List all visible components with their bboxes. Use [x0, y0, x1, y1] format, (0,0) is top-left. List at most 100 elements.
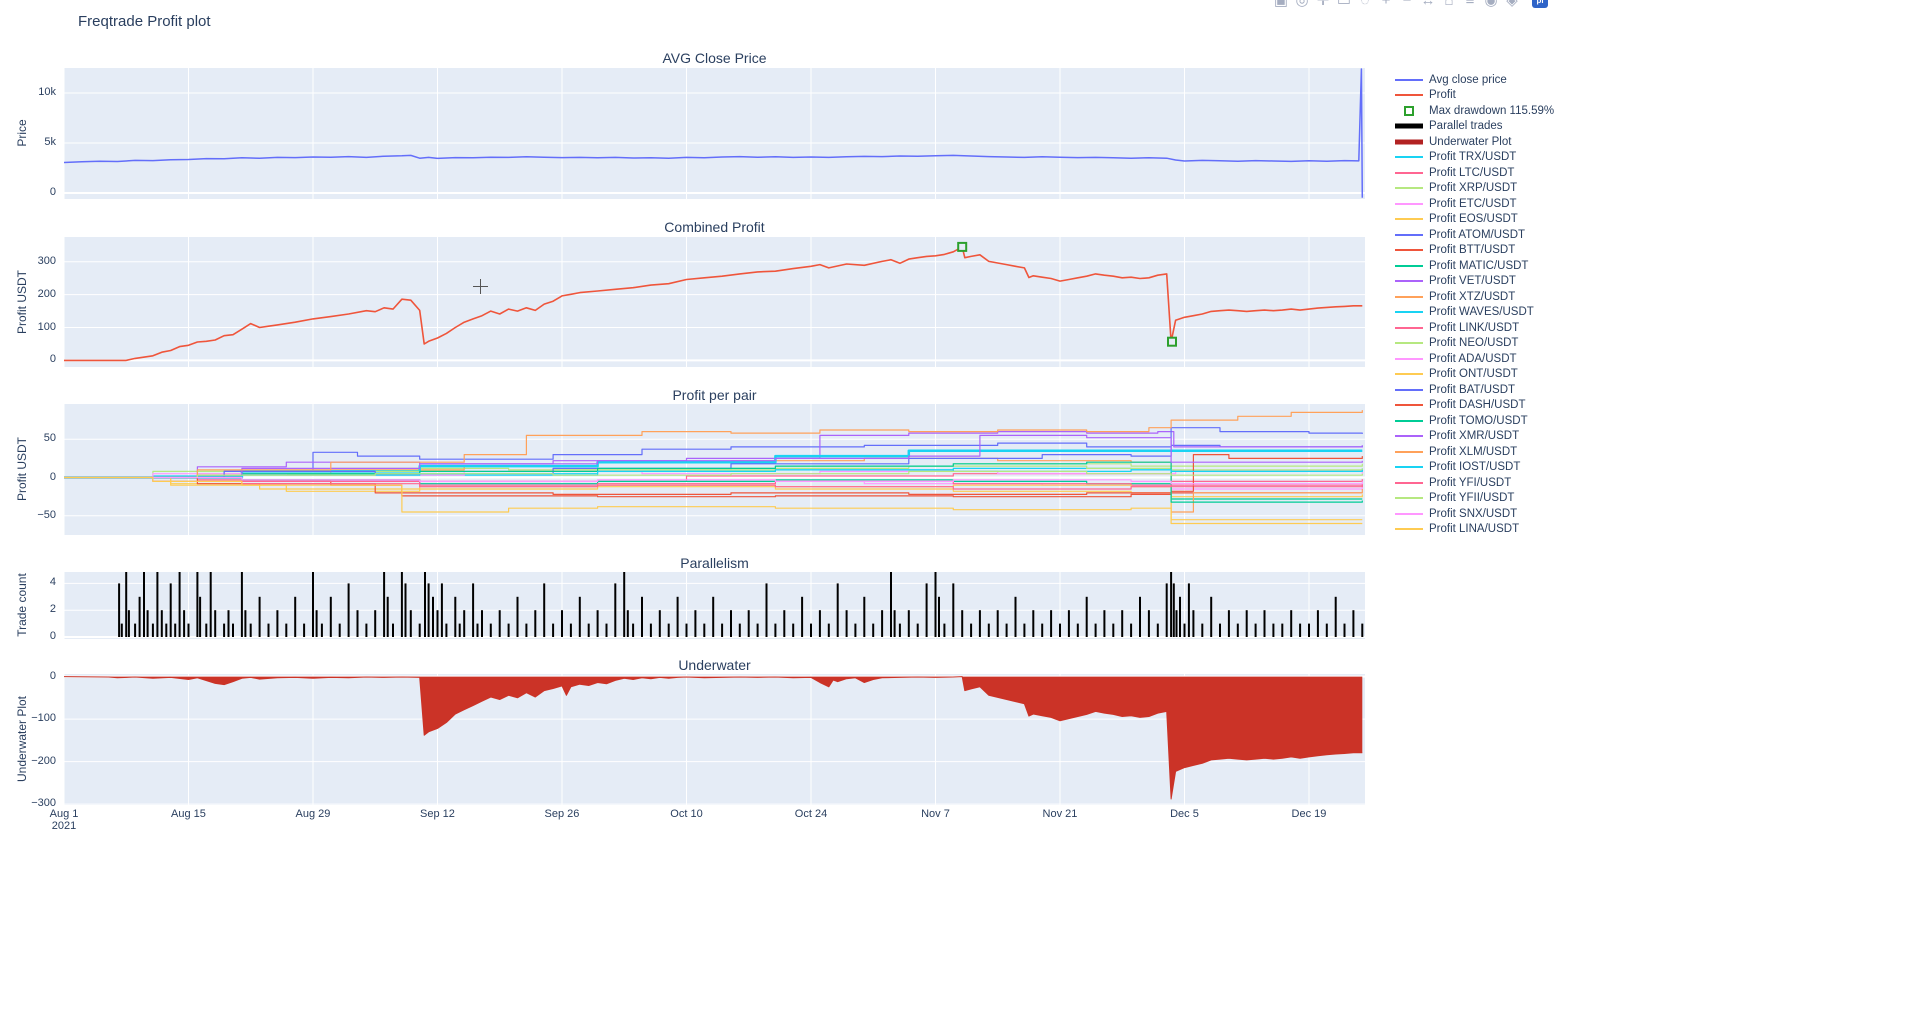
panel-avg-close-price: 0 5k 10k [0, 68, 1380, 199]
legend-swatch-icon [1395, 419, 1423, 422]
legend-item[interactable]: Profit LINA/USDT [1394, 522, 1554, 538]
legend-swatch-icon [1395, 342, 1423, 345]
x-tick-label: Aug 15 [171, 808, 206, 820]
legend-item[interactable]: Profit [1394, 88, 1554, 104]
autoscale-icon[interactable]: ↔ [1420, 0, 1436, 9]
legend-item[interactable]: Profit XMR/USDT [1394, 429, 1554, 445]
legend-item[interactable]: Profit TOMO/USDT [1394, 413, 1554, 429]
legend: Avg close price Profit Max drawdown 115.59… [1394, 72, 1554, 537]
lasso-select-icon[interactable]: ◌ [1360, 0, 1370, 9]
y-tick-label: 0 [49, 353, 56, 366]
legend-item-label: Profit LINA/USDT [1429, 523, 1520, 536]
legend-item[interactable]: Parallel trades [1394, 119, 1554, 135]
legend-swatch-icon [1395, 94, 1423, 97]
subplot-title-parallelism: Parallelism [680, 555, 749, 571]
y-tick-label: 0 [49, 629, 56, 642]
subplot-title-avg-close-price: AVG Close Price [662, 50, 767, 66]
legend-item-label: Underwater Plot [1429, 135, 1512, 148]
legend-item[interactable]: Profit ETC/USDT [1394, 196, 1554, 212]
hover-closest-icon[interactable]: ◉ [1484, 0, 1498, 9]
legend-item[interactable]: Avg close price [1394, 72, 1554, 88]
legend-swatch-icon [1395, 139, 1423, 145]
legend-item[interactable]: Profit XLM/USDT [1394, 444, 1554, 460]
x-tick-label: Nov 21 [1042, 808, 1078, 820]
reset-axes-icon[interactable]: ⌂ [1444, 0, 1454, 9]
legend-item[interactable]: Profit WAVES/USDT [1394, 305, 1554, 321]
legend-swatch-icon [1395, 528, 1423, 531]
legend-swatch-icon [1395, 218, 1423, 221]
legend-item[interactable]: Profit XTZ/USDT [1394, 289, 1554, 305]
legend-item[interactable]: Profit ATOM/USDT [1394, 227, 1554, 243]
avg-close-price-chart[interactable] [64, 68, 1365, 199]
y-tick-label: −300 [31, 797, 56, 810]
y-tick-label: 0 [49, 470, 56, 483]
y-tick-label: 4 [49, 576, 56, 589]
legend-swatch-icon [1395, 202, 1423, 205]
panel-combined-profit: 0 100 200 300 [0, 237, 1380, 367]
legend-item[interactable]: Profit YFII/USDT [1394, 491, 1554, 507]
zoom-icon[interactable]: ◎ [1295, 0, 1309, 9]
legend-swatch-icon [1395, 373, 1423, 376]
legend-item[interactable]: Max drawdown 115.59% [1394, 103, 1554, 119]
legend-item[interactable]: Profit YFI/USDT [1394, 475, 1554, 491]
box-select-icon[interactable]: ▭ [1336, 0, 1352, 9]
legend-item[interactable]: Profit BTT/USDT [1394, 243, 1554, 259]
legend-item[interactable]: Profit SNX/USDT [1394, 506, 1554, 522]
legend-item[interactable]: Profit ADA/USDT [1394, 351, 1554, 367]
y-tick-label: −50 [37, 508, 56, 521]
panel-underwater: 0 −100 −200 −300 [0, 670, 1380, 809]
hover-compare-icon[interactable]: ◈ [1506, 0, 1518, 9]
legend-item[interactable]: Profit ONT/USDT [1394, 367, 1554, 383]
y-tick-label: 2 [49, 603, 56, 616]
legend-item[interactable]: Profit MATIC/USDT [1394, 258, 1554, 274]
legend-swatch-icon [1395, 78, 1423, 81]
legend-swatch-icon [1395, 249, 1423, 252]
legend-swatch-icon [1395, 326, 1423, 329]
legend-item-label: Profit VET/USDT [1429, 275, 1516, 288]
legend-item-label: Profit ONT/USDT [1429, 368, 1518, 381]
x-tick-year: 2021 [51, 820, 77, 832]
legend-item-label: Parallel trades [1429, 120, 1503, 133]
legend-item[interactable]: Underwater Plot [1394, 134, 1554, 150]
zoom-in-icon[interactable]: + [1381, 0, 1391, 9]
plotly-logo-icon[interactable]: pl [1532, 0, 1548, 8]
legend-item[interactable]: Profit TRX/USDT [1394, 150, 1554, 166]
legend-item-label: Profit XTZ/USDT [1429, 290, 1516, 303]
combined-profit-chart[interactable] [64, 237, 1365, 367]
underwater-chart[interactable] [64, 674, 1365, 805]
legend-item-label: Profit SNX/USDT [1429, 507, 1518, 520]
parallelism-chart[interactable] [64, 572, 1365, 639]
legend-item[interactable]: Profit DASH/USDT [1394, 398, 1554, 414]
legend-swatch-icon [1395, 466, 1423, 469]
legend-item[interactable]: Profit LTC/USDT [1394, 165, 1554, 181]
toggle-spikelines-icon[interactable]: ≡ [1465, 0, 1475, 9]
legend-item[interactable]: Profit NEO/USDT [1394, 336, 1554, 352]
legend-swatch-icon [1395, 295, 1423, 298]
legend-swatch-icon [1395, 123, 1423, 129]
legend-item[interactable]: Profit LINK/USDT [1394, 320, 1554, 336]
x-tick-label: Sep 12 [420, 808, 455, 820]
legend-item-label: Profit ADA/USDT [1429, 352, 1517, 365]
legend-item-label: Profit [1429, 89, 1456, 102]
legend-item[interactable]: Profit XRP/USDT [1394, 181, 1554, 197]
zoom-out-icon[interactable]: − [1402, 0, 1412, 9]
y-tick-label: 5k [44, 136, 56, 148]
legend-item-label: Profit NEO/USDT [1429, 337, 1519, 350]
legend-item-label: Profit XRP/USDT [1429, 182, 1518, 195]
pan-icon[interactable]: ✛ [1316, 0, 1330, 9]
legend-item-label: Profit XMR/USDT [1429, 430, 1520, 443]
legend-swatch-icon [1395, 497, 1423, 500]
profit-per-pair-chart[interactable] [64, 404, 1365, 535]
legend-item[interactable]: Profit EOS/USDT [1394, 212, 1554, 228]
legend-item[interactable]: Profit VET/USDT [1394, 274, 1554, 290]
y-tick-label: 0 [49, 669, 56, 682]
x-tick-label: Dec 5 [1170, 808, 1199, 820]
legend-item[interactable]: Profit BAT/USDT [1394, 382, 1554, 398]
legend-swatch-icon [1395, 187, 1423, 190]
camera-icon[interactable]: ▣ [1273, 0, 1289, 9]
legend-item-label: Profit TRX/USDT [1429, 151, 1517, 164]
x-tick-label: Aug 1 2021 [24, 808, 104, 832]
y-tick-label: 0 [49, 186, 56, 198]
subplot-title-profit-per-pair: Profit per pair [672, 387, 757, 403]
legend-item[interactable]: Profit IOST/USDT [1394, 460, 1554, 476]
